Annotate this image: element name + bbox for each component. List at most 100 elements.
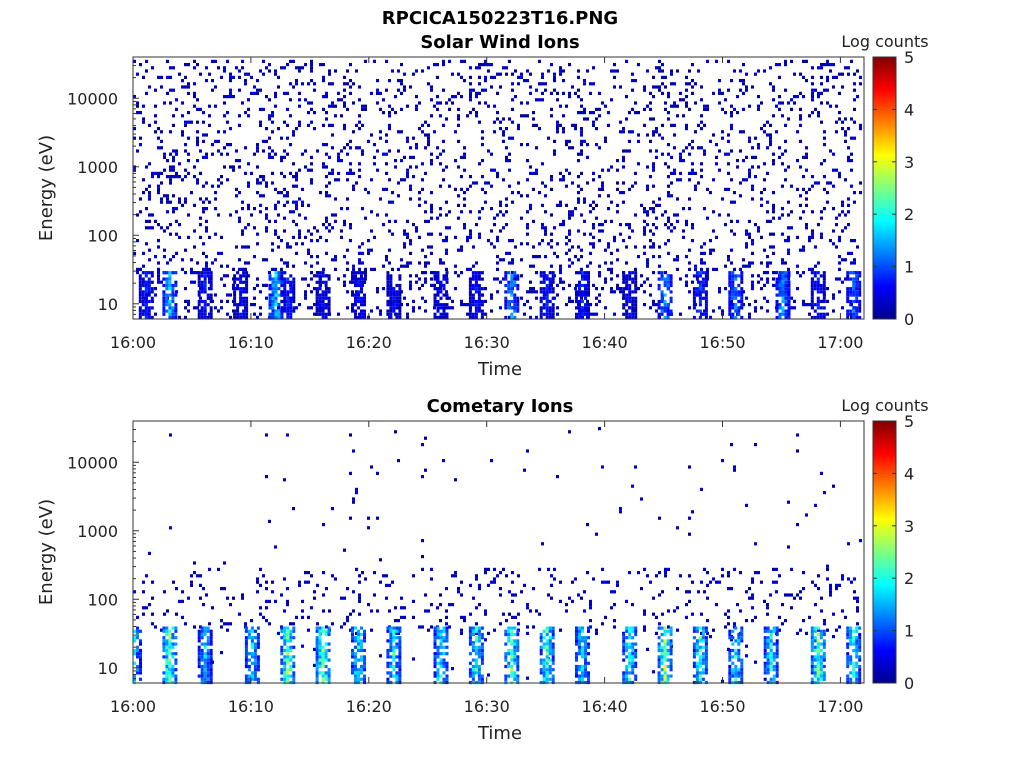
heatmap-cell-2211: [733, 69, 736, 73]
heatmap-cell-1416: [511, 82, 514, 86]
heatmap-cell-999: [400, 258, 403, 262]
heatmap-cell-349: [589, 606, 592, 610]
heatmap-cell-1775: [610, 219, 613, 223]
heatmap-cell-12: [151, 596, 154, 600]
heatmap-cell-346: [586, 523, 589, 527]
heatmap-cell-641: [168, 636, 172, 640]
heatmap-cell-793: [337, 277, 340, 281]
heatmap-cell-812: [343, 223, 346, 227]
heatmap-cell-2283: [754, 223, 757, 227]
heatmap-cell-603: [289, 245, 292, 249]
heatmap-cell-804: [340, 159, 343, 163]
heatmap-cell-3040: [327, 303, 331, 307]
heatmap-cell-444: [250, 303, 253, 307]
heatmap-cell-2525: [820, 66, 823, 70]
heatmap-cell-3: [133, 136, 136, 140]
colorbar-gradient: [872, 56, 897, 320]
heatmap-cell-773: [247, 668, 251, 672]
heatmap-cell-3543: [695, 293, 699, 297]
heatmap-cell-203: [184, 120, 187, 124]
heatmap-cell-656: [171, 632, 175, 637]
heatmap-cell-1400: [508, 117, 511, 121]
heatmap-cell-215: [187, 136, 190, 140]
heatmap-cell-1628: [571, 123, 574, 127]
heatmap-cell-3267: [504, 303, 508, 307]
heatmap-cell-910: [370, 210, 373, 214]
heatmap-cell-2524: [820, 75, 823, 79]
heatmap-cell-426: [691, 580, 694, 584]
heatmap-cell-1746: [601, 187, 604, 191]
heatmap-cell-3607: [734, 287, 738, 291]
heatmap-cell-313: [211, 79, 214, 83]
heatmap-cell-3601: [731, 303, 735, 307]
heatmap-cell-547: [274, 91, 277, 95]
heatmap-cell-2097: [700, 312, 703, 316]
heatmap-cell-1002: [400, 130, 403, 134]
heatmap-cell-630: [295, 207, 298, 211]
heatmap-cell-123: [313, 647, 316, 651]
heatmap-cell-904: [367, 191, 370, 195]
heatmap-cell-2563: [832, 152, 835, 156]
heatmap-cell-1312: [484, 88, 487, 92]
heatmap-cell-131: [322, 593, 325, 597]
heatmap-cell-3410: [584, 312, 587, 316]
heatmap-cell-1034: [409, 283, 412, 287]
heatmap-cell-2704: [147, 306, 151, 310]
heatmap-cell-3590: [728, 309, 732, 313]
heatmap-cell-1232: [463, 303, 466, 307]
heatmap-cell-895: [364, 216, 367, 220]
heatmap-cell-2339: [769, 139, 772, 143]
heatmap-cell-2969: [289, 280, 293, 284]
heatmap-cell-722: [206, 636, 210, 640]
heatmap-cell-1916: [652, 210, 655, 214]
heatmap-cell-997: [360, 671, 363, 675]
heatmap-cell-2779: [197, 309, 201, 313]
heatmap-cell-475: [259, 306, 262, 310]
heatmap-cell-941: [382, 152, 385, 156]
heatmap-cell-1595: [565, 242, 568, 246]
heatmap-cell-3036: [327, 287, 331, 291]
heatmap-cell-2104: [700, 168, 703, 172]
heatmap-cell-292: [508, 612, 511, 616]
heatmap-cell-2546: [826, 75, 829, 79]
heatmap-cell-79: [265, 619, 268, 623]
heatmap-cell-724: [206, 642, 210, 646]
heatmap-cell-3567: [704, 277, 708, 281]
heatmap-cell-831: [283, 639, 287, 643]
heatmap-cell-3500: [660, 312, 664, 316]
heatmap-cell-1661: [580, 152, 583, 156]
heatmap-cell-7: [145, 574, 148, 578]
heatmap-cell-1397: [508, 159, 511, 163]
heatmap-cell-3368: [575, 283, 578, 288]
heatmap-cell-609: [289, 82, 292, 86]
heatmap-cell-2029: [679, 155, 682, 159]
heatmap-cell-896: [364, 187, 367, 191]
heatmap-cell-1058: [415, 229, 418, 233]
heatmap-cell-3491: [660, 271, 664, 275]
heatmap-cell-2321: [766, 280, 769, 284]
heatmap-cell-3313: [539, 290, 543, 294]
heatmap-cell-762: [328, 194, 331, 198]
heatmap-cell-1819: [622, 130, 625, 134]
heatmap-cell-767: [247, 629, 251, 633]
heatmap-cell-3129: [392, 306, 396, 310]
heatmap-cell-954: [351, 652, 354, 656]
heatmap-cell-2494: [811, 95, 814, 99]
heatmap-cell-2974: [289, 299, 293, 304]
heatmap-cell-805: [340, 149, 343, 153]
heatmap-cell-2350: [772, 232, 775, 236]
heatmap-cell-2430: [793, 72, 796, 76]
heatmap-cell-555: [832, 635, 835, 639]
heatmap-cell-98: [160, 226, 163, 230]
heatmap-cell-529: [802, 587, 805, 591]
heatmap-cell-1752: [604, 280, 607, 284]
heatmap-cell-1888: [646, 187, 649, 191]
heatmap-cell-59: [148, 162, 151, 166]
heatmap-cell-3780: [852, 309, 856, 313]
heatmap-cell-2697: [147, 277, 151, 281]
heatmap-cell-532: [271, 120, 274, 124]
heatmap-cell-602: [139, 648, 142, 653]
heatmap-cell-595: [136, 655, 139, 659]
heatmap-cell-803: [340, 207, 343, 211]
heatmap-cell-145: [169, 66, 172, 70]
